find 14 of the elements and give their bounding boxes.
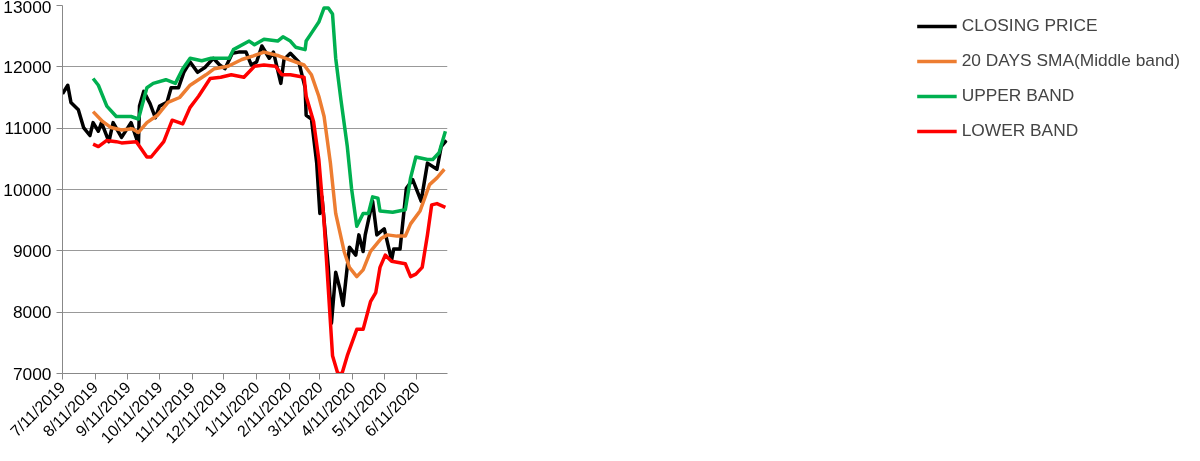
legend-label: 20 DAYS SMA(Middle band) — [961, 50, 1180, 71]
line-series — [91, 6, 448, 229]
y-tick-label: 9000 — [12, 240, 52, 261]
legend-label: LOWER BAND — [961, 120, 1079, 141]
y-tick-label: 12000 — [3, 56, 52, 77]
legend-label: UPPER BAND — [961, 85, 1075, 106]
y-tick-label: 10000 — [3, 179, 52, 200]
y-tick-label: 7000 — [12, 363, 52, 384]
legend-label: CLOSING PRICE — [961, 15, 1098, 36]
line-series — [91, 63, 448, 374]
line-series — [91, 50, 447, 279]
y-tick-label: 13000 — [3, 0, 52, 17]
y-tick-label: 11000 — [4, 118, 52, 139]
y-tick-label: 8000 — [12, 302, 52, 323]
